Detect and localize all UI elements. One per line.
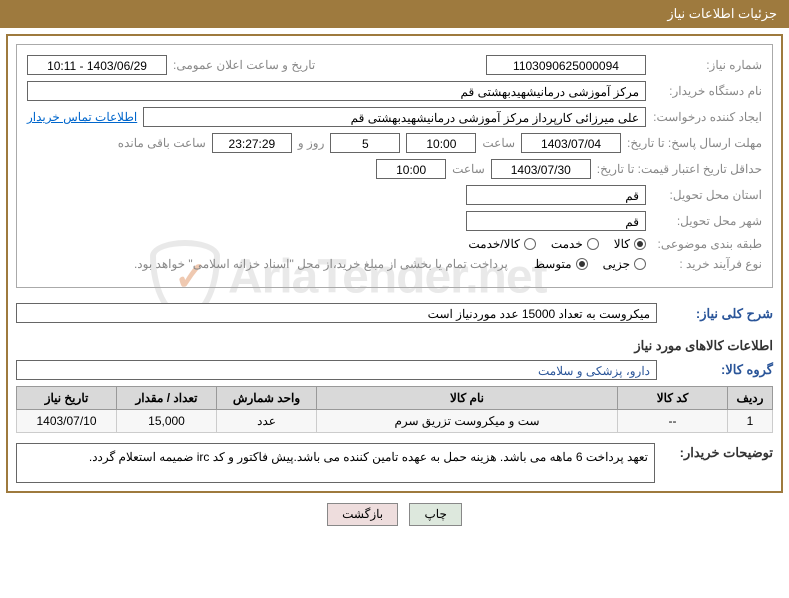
category-label: طبقه بندی موضوعی: xyxy=(652,237,762,251)
row-province: استان محل تحویل: قم xyxy=(27,185,762,205)
province-label: استان محل تحویل: xyxy=(652,188,762,202)
deadline-time-field: 10:00 xyxy=(406,133,476,153)
process-label: نوع فرآیند خرید : xyxy=(652,257,762,271)
radio-kala-icon xyxy=(634,238,646,250)
th-row: ردیف xyxy=(728,387,773,410)
requester-field: علی میرزائی کارپرداز مرکز آموزشی درمانیش… xyxy=(143,107,646,127)
row-need-number: شماره نیاز: 1103090625000094 تاریخ و ساع… xyxy=(27,55,762,75)
validity-time-label: ساعت xyxy=(452,162,485,176)
page-title: جزئیات اطلاعات نیاز xyxy=(667,6,777,21)
td-row: 1 xyxy=(728,410,773,433)
days-field: 5 xyxy=(330,133,400,153)
print-button[interactable]: چاپ xyxy=(409,503,461,526)
remaining-label: ساعت باقی مانده xyxy=(118,136,206,150)
deadline-date-field: 1403/07/04 xyxy=(521,133,621,153)
process-radio-group: جزیی متوسط xyxy=(534,257,646,271)
row-category: طبقه بندی موضوعی: کالا خدمت کالا/خدمت xyxy=(27,237,762,251)
radio-khadamat[interactable]: خدمت xyxy=(551,237,599,251)
table-row: 1 -- ست و میکروست تزریق سرم عدد 15,000 1… xyxy=(17,410,773,433)
buyer-org-label: نام دستگاه خریدار: xyxy=(652,84,762,98)
deadline-label: مهلت ارسال پاسخ: تا تاریخ: xyxy=(627,136,762,150)
days-and-label: روز و xyxy=(298,136,325,150)
province-field: قم xyxy=(466,185,646,205)
buyer-org-field: مرکز آموزشی درمانیشهیدبهشتی قم xyxy=(27,81,646,101)
description-section: شرح کلی نیاز: میکروست به تعداد 15000 عدد… xyxy=(16,298,773,328)
main-container: شماره نیاز: 1103090625000094 تاریخ و ساع… xyxy=(6,34,783,493)
radio-kala-label: کالا xyxy=(614,237,630,251)
row-deadline: مهلت ارسال پاسخ: تا تاریخ: 1403/07/04 سا… xyxy=(27,133,762,153)
radio-medium-icon xyxy=(576,258,588,270)
back-button[interactable]: بازگشت xyxy=(327,503,398,526)
goods-section-title: اطلاعات کالاهای مورد نیاز xyxy=(16,338,773,354)
row-buyer-org: نام دستگاه خریدار: مرکز آموزشی درمانیشهی… xyxy=(27,81,762,101)
page-header: جزئیات اطلاعات نیاز xyxy=(0,0,789,28)
category-radio-group: کالا خدمت کالا/خدمت xyxy=(468,237,646,251)
td-code: -- xyxy=(618,410,728,433)
table-header-row: ردیف کد کالا نام کالا واحد شمارش تعداد /… xyxy=(17,387,773,410)
row-process: نوع فرآیند خرید : جزیی متوسط پرداخت تمام… xyxy=(27,257,762,271)
form-panel: شماره نیاز: 1103090625000094 تاریخ و ساع… xyxy=(16,44,773,288)
payment-note: پرداخت تمام یا بخشی از مبلغ خرید،از محل … xyxy=(134,257,508,271)
requester-label: ایجاد کننده درخواست: xyxy=(652,110,762,124)
city-field: قم xyxy=(466,211,646,231)
radio-both[interactable]: کالا/خدمت xyxy=(468,237,535,251)
announce-field: 1403/06/29 - 10:11 xyxy=(27,55,167,75)
radio-medium[interactable]: متوسط xyxy=(534,257,588,271)
radio-partial-label: جزیی xyxy=(603,257,630,271)
th-unit: واحد شمارش xyxy=(217,387,317,410)
th-code: کد کالا xyxy=(618,387,728,410)
buyer-notes-row: توضیحات خریدار: تعهد پرداخت 6 ماهه می با… xyxy=(16,439,773,483)
td-name: ست و میکروست تزریق سرم xyxy=(317,410,618,433)
radio-partial[interactable]: جزیی xyxy=(603,257,646,271)
countdown-field: 23:27:29 xyxy=(212,133,292,153)
need-number-field: 1103090625000094 xyxy=(486,55,646,75)
radio-both-icon xyxy=(524,238,536,250)
contact-link[interactable]: اطلاعات تماس خریدار xyxy=(27,110,137,124)
buyer-notes-box: تعهد پرداخت 6 ماهه می باشد. هزینه حمل به… xyxy=(16,443,655,483)
row-goods-group: گروه کالا: دارو، پزشکی و سلامت xyxy=(16,360,773,380)
button-row: چاپ بازگشت xyxy=(0,503,789,526)
announce-label: تاریخ و ساعت اعلان عمومی: xyxy=(173,58,315,72)
row-validity: حداقل تاریخ اعتبار قیمت: تا تاریخ: 1403/… xyxy=(27,159,762,179)
description-field: میکروست به تعداد 15000 عدد موردنیاز است xyxy=(16,303,657,323)
goods-group-field: دارو، پزشکی و سلامت xyxy=(16,360,657,380)
validity-time-field: 10:00 xyxy=(376,159,446,179)
description-title: شرح کلی نیاز: xyxy=(663,306,773,322)
radio-partial-icon xyxy=(634,258,646,270)
td-date: 1403/07/10 xyxy=(17,410,117,433)
validity-label: حداقل تاریخ اعتبار قیمت: تا تاریخ: xyxy=(597,162,762,176)
validity-date-field: 1403/07/30 xyxy=(491,159,591,179)
td-unit: عدد xyxy=(217,410,317,433)
goods-table: ردیف کد کالا نام کالا واحد شمارش تعداد /… xyxy=(16,386,773,433)
deadline-time-label: ساعت xyxy=(482,136,515,150)
radio-khadamat-label: خدمت xyxy=(551,237,583,251)
th-qty: تعداد / مقدار xyxy=(117,387,217,410)
td-qty: 15,000 xyxy=(117,410,217,433)
th-name: نام کالا xyxy=(317,387,618,410)
need-number-label: شماره نیاز: xyxy=(652,58,762,72)
radio-medium-label: متوسط xyxy=(534,257,572,271)
row-city: شهر محل تحویل: قم xyxy=(27,211,762,231)
radio-khadamat-icon xyxy=(587,238,599,250)
th-date: تاریخ نیاز xyxy=(17,387,117,410)
radio-kala[interactable]: کالا xyxy=(614,237,646,251)
goods-group-label: گروه کالا: xyxy=(663,362,773,378)
row-requester: ایجاد کننده درخواست: علی میرزائی کارپردا… xyxy=(27,107,762,127)
buyer-notes-label: توضیحات خریدار: xyxy=(663,439,773,461)
city-label: شهر محل تحویل: xyxy=(652,214,762,228)
radio-both-label: کالا/خدمت xyxy=(468,237,519,251)
